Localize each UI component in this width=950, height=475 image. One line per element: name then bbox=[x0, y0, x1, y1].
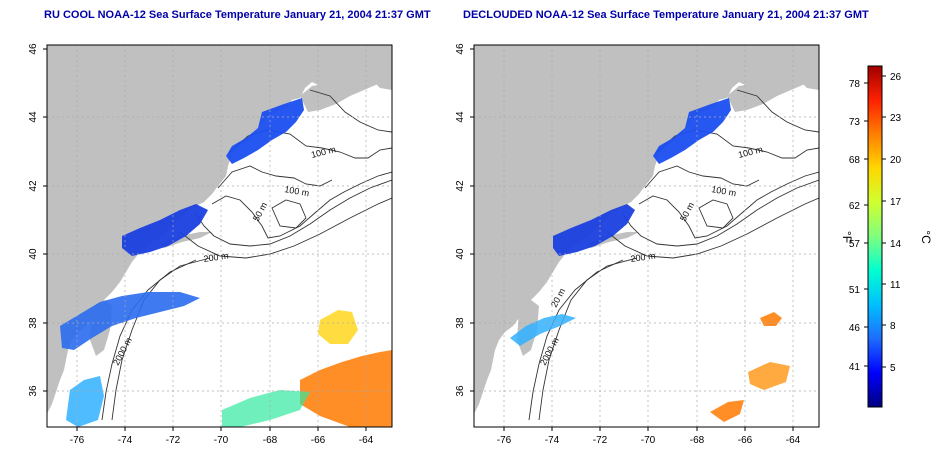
x-tick-label: -64 bbox=[359, 435, 374, 446]
colorbar-f-tick: 51 bbox=[849, 285, 861, 296]
land-nova-scotia bbox=[727, 58, 819, 112]
colorbar-f-tick: 41 bbox=[849, 362, 861, 373]
colorbar-f-tick: 57 bbox=[849, 239, 861, 250]
y-tick-label: 36 bbox=[455, 385, 466, 397]
y-tick-label: 46 bbox=[28, 43, 39, 55]
x-tick-label: -68 bbox=[690, 435, 705, 446]
sst-gulf-of-maine bbox=[226, 98, 304, 164]
colorbar-c-tick: 20 bbox=[890, 155, 902, 166]
x-tick-label: -74 bbox=[545, 435, 560, 446]
map-panel-right: 100 m 100 m 50 m 200 m 20 m 2000 m -76 -… bbox=[455, 43, 820, 446]
sst-warm-patch bbox=[710, 400, 744, 422]
colorbar-unit-f: °F bbox=[840, 231, 854, 243]
map-frame bbox=[46, 44, 393, 428]
colorbar-c-tick: 11 bbox=[890, 280, 901, 291]
sst-offshore-patches bbox=[318, 310, 358, 344]
y-tick-label: 42 bbox=[455, 180, 466, 192]
x-tick-label: -74 bbox=[118, 435, 133, 446]
y-ticks bbox=[470, 48, 474, 392]
sst-swaths bbox=[60, 98, 392, 427]
panel-title-left: RU COOL NOAA-12 Sea Surface Temperature … bbox=[44, 9, 431, 21]
y-tick-label: 38 bbox=[455, 317, 466, 329]
sst-warm-patch bbox=[760, 312, 782, 326]
x-tick-label: -72 bbox=[593, 435, 608, 446]
colorbar: 78 73 68 62 57 51 46 41 26 23 20 17 14 1… bbox=[840, 65, 933, 408]
land-long-island bbox=[160, 232, 212, 248]
y-ticks bbox=[43, 48, 47, 392]
sst-gulf-stream-warm bbox=[300, 350, 392, 427]
colorbar-unit-c: °C bbox=[919, 230, 933, 244]
sst-ny-bight bbox=[553, 204, 635, 256]
colorbar-f-tick: 73 bbox=[849, 117, 861, 128]
contour-label: 200 m bbox=[630, 251, 656, 264]
colorbar-c-tick: 26 bbox=[890, 72, 902, 83]
y-tick-label: 40 bbox=[455, 248, 466, 260]
sst-gulf-of-maine bbox=[653, 98, 731, 164]
y-tick-label: 38 bbox=[28, 317, 39, 329]
x-tick-label: -70 bbox=[214, 435, 229, 446]
sst-hatteras bbox=[66, 376, 104, 427]
x-ticks bbox=[76, 427, 367, 431]
colorbar-c-tick: 8 bbox=[890, 321, 896, 332]
x-tick-label: -68 bbox=[263, 435, 278, 446]
colorbar-f-tick: 62 bbox=[849, 201, 861, 212]
gridlines bbox=[474, 45, 819, 427]
x-tick-label: -64 bbox=[786, 435, 801, 446]
contour-label: 100 m bbox=[711, 184, 737, 198]
y-tick-label: 36 bbox=[28, 385, 39, 397]
x-tick-label: -66 bbox=[311, 435, 326, 446]
colorbar-f-tick: 68 bbox=[849, 155, 861, 166]
colorbar-c-tick: 17 bbox=[890, 197, 902, 208]
x-tick-label: -70 bbox=[641, 435, 656, 446]
y-tick-label: 44 bbox=[28, 111, 39, 123]
y-tick-label: 44 bbox=[455, 111, 466, 123]
x-tick-label: -72 bbox=[166, 435, 181, 446]
colorbar-f-tick: 46 bbox=[849, 323, 861, 334]
colorbar-c-tick: 5 bbox=[890, 363, 896, 374]
x-ticks bbox=[503, 427, 794, 431]
x-tick-label: -66 bbox=[738, 435, 753, 446]
land-mainland bbox=[47, 45, 392, 414]
land-nova-scotia bbox=[300, 58, 392, 112]
colorbar-c-tick: 23 bbox=[890, 113, 902, 124]
sst-warm-patch bbox=[748, 362, 790, 390]
land-mainland bbox=[474, 45, 819, 414]
sst-mid-atlantic bbox=[60, 292, 200, 350]
y-tick-label: 46 bbox=[455, 43, 466, 55]
sst-swaths bbox=[510, 98, 790, 422]
panel-title-right: DECLOUDED NOAA-12 Sea Surface Temperatur… bbox=[463, 9, 869, 21]
map-frame bbox=[473, 44, 820, 428]
map-panel-left: 100 m 100 m 50 m 200 m 2000 m -76 -74 -7… bbox=[28, 43, 393, 446]
land-long-island bbox=[587, 232, 639, 248]
contour-label: 100 m bbox=[284, 184, 310, 198]
colorbar-f-tick: 78 bbox=[849, 79, 861, 90]
y-tick-label: 40 bbox=[28, 248, 39, 260]
sst-gulf-stream-mixed bbox=[222, 390, 310, 427]
colorbar-gradient bbox=[867, 65, 883, 408]
sst-mid-atlantic-remnant bbox=[510, 314, 576, 346]
sst-ny-bight bbox=[122, 204, 208, 256]
y-tick-label: 42 bbox=[28, 180, 39, 192]
colorbar-c-tick: 14 bbox=[890, 239, 902, 250]
gridlines bbox=[47, 45, 392, 427]
x-tick-label: -76 bbox=[70, 435, 85, 446]
contour-label: 200 m bbox=[203, 251, 229, 264]
x-tick-label: -76 bbox=[497, 435, 512, 446]
